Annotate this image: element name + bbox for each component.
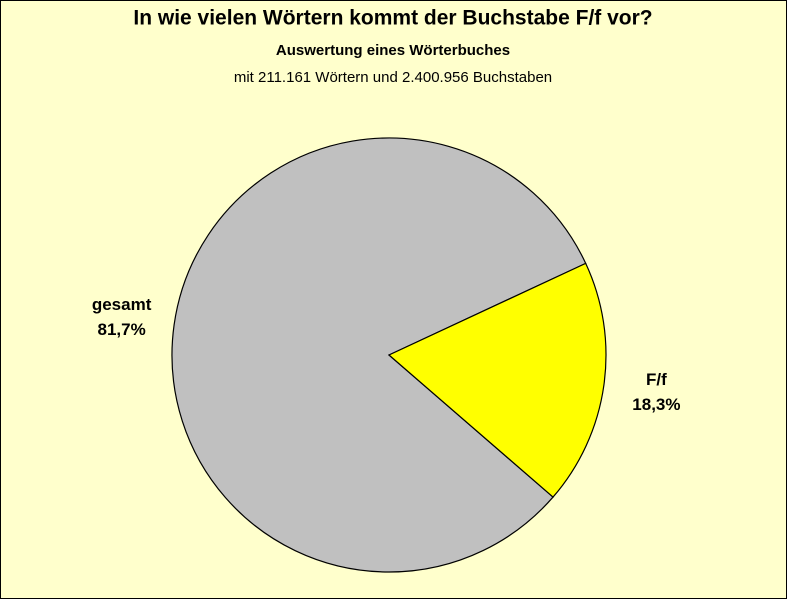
pie-slice: [387, 262, 607, 498]
chart-subtitle: mit 211.161 Wörtern und 2.400.956 Buchst…: [234, 69, 552, 86]
slice-label: F/f: [646, 370, 667, 389]
chart-title: In wie vielen Wörtern kommt der Buchstab…: [133, 7, 652, 30]
chart-subtitle: Auswertung eines Wörterbuches: [276, 42, 510, 59]
slice-value-label: 81,7%: [97, 320, 145, 339]
pie-slice: [171, 137, 587, 573]
slice-value-label: 18,3%: [632, 395, 680, 414]
slice-label: gesamt: [92, 295, 152, 314]
